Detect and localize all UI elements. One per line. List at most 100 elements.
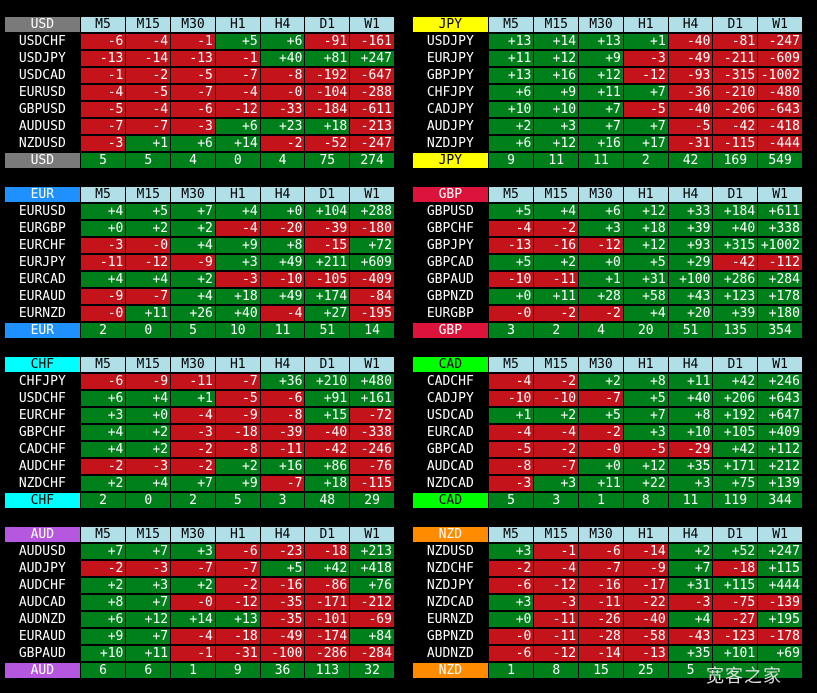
value-cell: +192 — [713, 408, 759, 424]
value-cell: +4 — [171, 238, 216, 254]
value-cell: -8 — [260, 408, 306, 424]
pair-row: AUDNZD +6 +12 +14 +13 -35 -101 -69 — [5, 612, 395, 629]
summary-currency-label: EUR — [5, 323, 81, 339]
value-cell: +1 — [126, 136, 172, 152]
summary-value: 2 — [534, 323, 580, 339]
summary-value: 11 — [260, 323, 306, 339]
value-cell: -7 — [260, 476, 306, 492]
value-cell: -6 — [171, 102, 216, 118]
pair-name: USDCAD — [413, 408, 489, 424]
value-cell: +1 — [488, 408, 535, 424]
summary-row: AUD 6 6 1 9 36 113 32 — [5, 663, 395, 680]
value-cell: +4 — [126, 272, 172, 288]
panel-header: JPY M5 M15 M30 H1 H4 D1 W1 — [413, 17, 803, 34]
column-header: M30 — [579, 187, 624, 203]
value-cell: -40 — [668, 102, 714, 118]
value-cell: +3 — [579, 221, 624, 237]
pair-name: EURCAD — [5, 272, 81, 288]
value-cell: +86 — [305, 459, 351, 475]
value-cell: -4 — [215, 85, 261, 101]
column-header: W1 — [350, 187, 395, 203]
value-cell: +13 — [579, 34, 624, 50]
summary-value: 2 — [171, 493, 216, 509]
value-cell: +4 — [171, 289, 216, 305]
value-cell: +42 — [713, 442, 759, 458]
value-cell: +9 — [215, 238, 261, 254]
value-cell: -6 — [80, 34, 127, 50]
pair-name: AUDJPY — [413, 119, 489, 135]
column-header: M15 — [126, 357, 172, 373]
pair-name: GBPUSD — [413, 204, 489, 220]
pair-name: EURUSD — [5, 204, 81, 220]
value-cell: -7 — [171, 561, 216, 577]
value-cell: -11 — [534, 272, 580, 288]
value-cell: +1 — [579, 272, 624, 288]
value-cell: -69 — [350, 612, 395, 628]
pair-row: GBPUSD +5 +4 +6 +12 +33 +184 +611 — [413, 204, 803, 221]
column-header: M30 — [171, 17, 216, 33]
pair-name: EURJPY — [5, 255, 81, 271]
pair-name: EURAUD — [5, 629, 81, 645]
column-header: H1 — [623, 527, 669, 543]
panel-jpy: JPY M5 M15 M30 H1 H4 D1 W1 USDJPY +13 +14 +13 +1 -40-… — [413, 17, 803, 170]
currency-label: AUD — [5, 527, 81, 543]
pair-row: NZDCAD -3 +3 +11 +22 +3 +75 +139 — [413, 476, 803, 493]
currency-label: CAD — [413, 357, 489, 373]
currency-label: EUR — [5, 187, 81, 203]
value-cell: +2 — [579, 374, 624, 390]
value-cell: +6 — [488, 85, 535, 101]
pair-row: NZDCHF -2 -4 -7 -9 +7 -18 +115 — [413, 561, 803, 578]
pair-row: EURUSD +4 +5 +7 +4 +0 +104 +288 — [5, 204, 395, 221]
summary-value: 3 — [260, 493, 306, 509]
pair-row: EURCAD -4 -4 -2 +3 +10 +105 +409 — [413, 425, 803, 442]
summary-row: USD 5 5 4 0 4 75 274 — [5, 153, 395, 170]
currency-label: CHF — [5, 357, 81, 373]
value-cell: +211 — [305, 255, 351, 271]
value-cell: +4 — [126, 391, 172, 407]
value-cell: -0 — [488, 629, 535, 645]
value-cell: +35 — [668, 459, 714, 475]
value-cell: +3 — [171, 544, 216, 560]
value-cell: +7 — [623, 85, 669, 101]
pair-name: CHFJPY — [413, 85, 489, 101]
summary-value: 4 — [171, 153, 216, 169]
value-cell: +10 — [488, 102, 535, 118]
value-cell: +195 — [758, 612, 803, 628]
value-cell: +33 — [668, 204, 714, 220]
value-cell: -6 — [80, 374, 127, 390]
value-cell: +3 — [80, 408, 127, 424]
value-cell: +18 — [305, 119, 351, 135]
value-cell: +10 — [534, 102, 580, 118]
value-cell: -18 — [305, 544, 351, 560]
summary-row: NZD 1 8 15 25 5 — [413, 663, 803, 680]
column-header: W1 — [758, 187, 803, 203]
value-cell: +7 — [668, 561, 714, 577]
column-header: M5 — [80, 187, 127, 203]
value-cell: +7 — [171, 204, 216, 220]
summary-value: 3 — [534, 493, 580, 509]
value-cell: -5 — [215, 391, 261, 407]
value-cell: +178 — [758, 289, 803, 305]
summary-value: 169 — [713, 153, 759, 169]
pair-row: CADJPY -10 -10 -7 +5 +40 +206 +643 — [413, 391, 803, 408]
value-cell: -7 — [215, 68, 261, 84]
value-cell: +8 — [668, 408, 714, 424]
value-cell: +1 — [623, 34, 669, 50]
summary-value: 51 — [305, 323, 351, 339]
summary-value: 135 — [713, 323, 759, 339]
value-cell: +15 — [305, 408, 351, 424]
value-cell: +2 — [215, 459, 261, 475]
value-cell: +18 — [305, 476, 351, 492]
value-cell: +12 — [534, 51, 580, 67]
value-cell: -14 — [126, 51, 172, 67]
column-header: H1 — [623, 187, 669, 203]
pair-name: USDJPY — [5, 51, 81, 67]
value-cell: +11 — [488, 51, 535, 67]
value-cell: +81 — [305, 51, 351, 67]
value-cell: -247 — [758, 34, 803, 50]
pair-name: GBPCHF — [5, 425, 81, 441]
value-cell: -12 — [215, 102, 261, 118]
summary-currency-label: JPY — [413, 153, 489, 169]
value-cell: +17 — [623, 136, 669, 152]
value-cell: -115 — [350, 476, 395, 492]
